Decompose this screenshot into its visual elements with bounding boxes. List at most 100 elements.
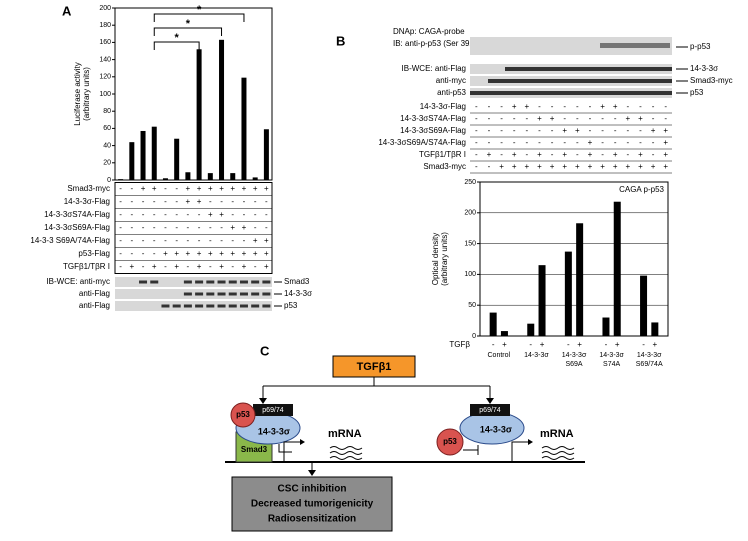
sign: - <box>175 236 178 245</box>
sign: + <box>499 162 504 171</box>
node-label: Smad3 <box>241 445 268 454</box>
row-label: Smad3-myc <box>423 162 466 171</box>
sign: - <box>538 102 541 111</box>
sign: - <box>187 236 190 245</box>
sign: + <box>588 138 593 147</box>
row-label: 14-3-3σS69A/S74A-Flag <box>378 138 466 147</box>
sign: - <box>130 249 133 258</box>
sign: + <box>174 249 179 258</box>
sign: - <box>209 223 212 232</box>
sign: - <box>601 150 604 159</box>
sign: - <box>142 197 145 206</box>
sign: + <box>613 102 618 111</box>
sign: - <box>563 114 566 123</box>
sign: - <box>187 210 190 219</box>
sign: - <box>538 126 541 135</box>
blot-band <box>183 280 192 284</box>
y-axis-label: Luciferase activity <box>73 62 82 126</box>
sign: - <box>119 249 122 258</box>
sign: - <box>525 126 528 135</box>
bar <box>129 142 135 180</box>
sign: + <box>512 102 517 111</box>
sign: - <box>488 126 491 135</box>
sign: - <box>142 223 145 232</box>
sign: + <box>562 126 567 135</box>
sign: - <box>153 210 156 219</box>
row-label: TGFβ1/TβR I <box>63 262 110 271</box>
sign: + <box>663 162 668 171</box>
row-label: 14-3-3σS74A-Flag <box>44 210 110 219</box>
sign: + <box>615 340 620 349</box>
sign: + <box>242 249 247 258</box>
sign: - <box>576 114 579 123</box>
blot-band <box>251 280 260 284</box>
blot-label: IB-WCE: anti-Flag <box>402 64 466 73</box>
node-label: p53 <box>236 410 250 419</box>
arrowhead <box>300 439 305 445</box>
sign: - <box>130 210 133 219</box>
sign: - <box>500 114 503 123</box>
y-tick-label: 50 <box>468 302 476 309</box>
sign: - <box>254 197 257 206</box>
sign: + <box>613 150 618 159</box>
node-label: 14-3-3σ <box>480 424 512 434</box>
sign: - <box>639 126 642 135</box>
sign: + <box>651 126 656 135</box>
sign: - <box>130 197 133 206</box>
sign: + <box>186 184 191 193</box>
y-tick-label: 20 <box>103 160 111 167</box>
bar <box>118 179 124 180</box>
sign: - <box>265 210 268 219</box>
sign: + <box>163 249 168 258</box>
sign: + <box>264 249 269 258</box>
blot-label: DNAp: CAGA-probe <box>393 27 465 36</box>
sign: - <box>492 340 495 349</box>
y-tick-label: 200 <box>99 5 111 12</box>
x-axis-label: TGFβ <box>449 340 470 349</box>
blot-band <box>470 91 672 95</box>
sign: + <box>487 150 492 159</box>
sign: - <box>164 223 167 232</box>
panel-label: C <box>260 343 270 358</box>
sign: + <box>174 262 179 271</box>
sign: + <box>242 223 247 232</box>
y-tick-label: 40 <box>103 142 111 149</box>
sign: + <box>208 249 213 258</box>
y-tick-label: 100 <box>464 271 476 278</box>
category-label: 14-3-3σ <box>524 352 549 359</box>
sign: + <box>219 184 224 193</box>
sign: - <box>119 262 122 271</box>
sign: + <box>152 262 157 271</box>
sign: + <box>562 162 567 171</box>
blot-band <box>239 280 248 284</box>
bar <box>576 223 584 336</box>
sign: + <box>588 150 593 159</box>
blot-label: anti-p53 <box>437 88 466 97</box>
blot-band <box>251 292 260 296</box>
sign: - <box>187 223 190 232</box>
sign: - <box>576 138 579 147</box>
category-label: S74A <box>603 361 620 368</box>
sign: + <box>613 162 618 171</box>
sign: - <box>551 126 554 135</box>
node <box>231 476 393 532</box>
row-label: TGFβ1/TβR I <box>419 150 466 159</box>
sign: - <box>563 102 566 111</box>
significance-bracket <box>153 13 245 22</box>
sign: - <box>142 236 145 245</box>
y-tick-label: 0 <box>107 177 111 184</box>
sign: - <box>175 184 178 193</box>
sign: - <box>488 162 491 171</box>
sign: - <box>601 114 604 123</box>
blot-band <box>183 292 192 296</box>
sign: - <box>475 162 478 171</box>
sign: + <box>264 236 269 245</box>
significance-label: * <box>186 18 191 30</box>
blot-band <box>183 304 192 308</box>
node-label: Decreased tumorigenicity <box>251 499 374 510</box>
sign: + <box>197 249 202 258</box>
bar <box>538 265 546 336</box>
sign: + <box>197 262 202 271</box>
sign: - <box>488 138 491 147</box>
